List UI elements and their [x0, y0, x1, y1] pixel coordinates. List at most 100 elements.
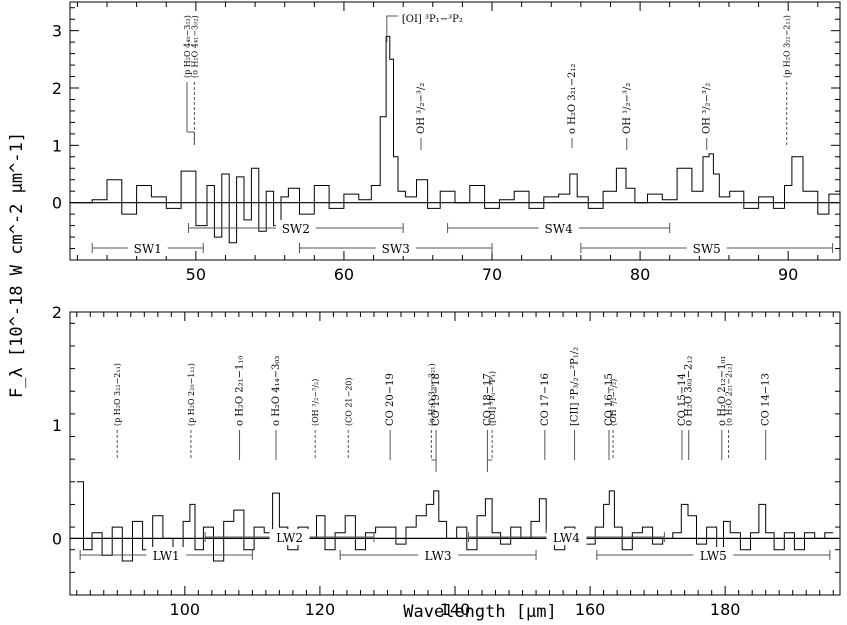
line-label: CO 16−15 [604, 373, 615, 426]
bottom-line-id: [CII] ²P₃/₂−²P₁/₂ [570, 347, 581, 460]
top-line-id: (o H₂O 4₄₁−3₅₂) [190, 15, 199, 147]
line-label: (CO 21−20) [344, 377, 353, 426]
band-label-bg [269, 529, 310, 545]
line-label: CO 15−14 [677, 373, 688, 426]
line-marker-bracket [386, 15, 398, 42]
line-label: (o H₂O 2₂₁−2₁₂) [725, 363, 734, 426]
line-label: CO 20−19 [385, 373, 396, 426]
band-label: LW5 [700, 549, 727, 563]
bottom-line-id: o H₂O 4₁₄−3₀₃ [271, 356, 282, 460]
top-x-tick-label: 50 [186, 265, 206, 284]
bottom-line-id: (o H₂O 2₂₁−2₁₂) [725, 363, 734, 460]
bottom-spectrum-series [76, 481, 834, 562]
top-line-id: OH ³/₂−³/₂ [702, 83, 713, 150]
band-label: SW1 [134, 242, 162, 256]
top-line-id: o H₂O 3₂₁−2₁₂ [567, 64, 578, 148]
bottom-line-id: (o H₂O 3₃₀−3₂₁) [427, 363, 437, 472]
line-label: (p H₂O 4₄₀−3₅₃) [183, 15, 192, 78]
line-label: [CII] ²P₃/₂−²P₁/₂ [570, 347, 581, 426]
line-label: (OH ¹/₂−¹/₂) [609, 379, 618, 426]
line-label: CO 19−18 [431, 373, 442, 426]
bottom-line-id: CO 17−16 [540, 373, 551, 460]
band-label-bg [418, 547, 459, 563]
band-label: SW2 [282, 222, 310, 236]
y-axis-label: F_λ [10^-18 W cm^-2 μm^-1] [7, 132, 27, 398]
top-y-tick-label: 1 [52, 136, 62, 155]
band-label: LW2 [276, 531, 303, 545]
bottom-y-tick-label: 1 [52, 416, 62, 435]
bottom-line-id: CO 16−15 [604, 373, 615, 460]
top-panel: 50 60 70 80 90 0 1 2 3 (p H₂O 4₄₀−3₅₃)(o H₂O 4₄₁−… [52, 1, 841, 284]
band-label-bg [693, 547, 734, 563]
bottom-x-tick-label: 180 [710, 600, 741, 619]
band-label: LW4 [553, 531, 580, 545]
top-band-sw4: SW4 [447, 220, 671, 236]
bottom-band-lw2: LW2 [204, 529, 375, 545]
top-band-sw1: SW1 [91, 240, 204, 256]
bottom-line-id: CO 18−17 [482, 373, 493, 460]
top-band-sw3: SW3 [299, 240, 493, 256]
line-label: o H₂O 2₁₂−1₀₁ [717, 356, 728, 426]
line-label: OH ¹/₂−³/₂ [622, 83, 633, 134]
line-label: o H₂O 3₂₁−2₁₂ [567, 64, 578, 134]
line-label: ([OI] ³P₀−³P₁) [488, 371, 497, 426]
top-y-tick-label: 2 [52, 79, 62, 98]
band-label: SW4 [545, 222, 574, 236]
bottom-line-id: ([OI] ³P₀−³P₁) [486, 371, 497, 472]
bottom-line-id: (OH ³/₂−³/₂) [311, 379, 320, 460]
top-y-tick-label: 3 [52, 22, 62, 41]
bottom-line-id: (p H₂O 2₂₀−1₁₁) [187, 363, 196, 460]
band-label: SW3 [382, 242, 410, 256]
bottom-line-id: o H₂O 2₁₂−1₀₁ [717, 356, 728, 460]
bottom-line-id: CO 14−13 [761, 373, 772, 460]
top-line-id: (p H₂O 3₂₂−2₁₁) [783, 15, 792, 147]
band-label-bg [546, 529, 587, 545]
line-label: o H₂O 4₁₄−3₀₃ [271, 356, 282, 426]
bottom-x-tick-label: 100 [170, 600, 201, 619]
top-band-sw5: SW5 [580, 240, 834, 256]
bottom-line-id: o H₂O 2₂₁−1₁₀ [235, 356, 246, 460]
y-axis-label-text: F_λ [10^-18 W cm^-2 μm^-1] [7, 132, 27, 398]
top-plot-frame [69, 1, 841, 261]
band-label: SW5 [693, 242, 721, 256]
line-label: (o H₂O 4₄₁−3₅₂) [190, 15, 199, 78]
bottom-x-tick-label: 120 [305, 600, 336, 619]
line-label: (p H₂O 2₂₀−1₁₁) [187, 363, 196, 426]
line-label: CO 14−13 [761, 373, 772, 426]
line-label: CO 17−16 [540, 373, 551, 426]
line-label: (p H₂O 3₂₂−2₁₁) [113, 363, 122, 426]
bottom-band-lw1: LW1 [79, 547, 253, 563]
bottom-y-tick-label: 0 [52, 529, 62, 548]
bottom-band-lw4: LW4 [468, 529, 665, 545]
line-label: (p H₂O 3₂₂−2₁₁) [783, 15, 792, 78]
bottom-line-id: CO 19−18 [431, 373, 442, 460]
bottom-panel: 100 120 140 160 180 0 1 2 (p H₂O 3₂₂−2₁₁) (p H₂O … [52, 303, 841, 619]
line-label: o H₂O 2₂₁−1₁₀ [235, 356, 246, 426]
top-line-id: OH ¹/₂−³/₂ [622, 83, 633, 150]
band-label-bg [375, 240, 416, 256]
band-label-bg [146, 547, 187, 563]
line-label: (OH ³/₂−³/₂) [311, 379, 320, 426]
line-label: o H₂O 3₀₃−2₁₂ [684, 356, 695, 426]
bottom-band-lw3: LW3 [339, 547, 537, 563]
top-line-id: OH ³/₂−³/₂ [416, 83, 427, 150]
bottom-y-tick-label: 2 [52, 303, 62, 322]
bottom-line-id: (p H₂O 3₂₂−2₁₁) [113, 363, 122, 460]
line-label: OH ³/₂−³/₂ [416, 83, 427, 134]
band-label-bg [275, 220, 316, 236]
bottom-line-id: o H₂O 3₀₃−2₁₂ [684, 356, 695, 460]
line-label: CO 18−17 [482, 373, 493, 426]
band-label-bg [538, 220, 579, 236]
top-x-tick-label: 80 [630, 265, 650, 284]
bottom-x-tick-label: 140 [440, 600, 471, 619]
band-label: LW1 [153, 549, 180, 563]
band-label-bg [686, 240, 727, 256]
bottom-band-lw5: LW5 [596, 547, 831, 563]
bottom-line-id: CO 15−14 [677, 373, 688, 460]
bottom-line-id: (CO 21−20) [344, 377, 353, 460]
top-x-tick-label: 70 [482, 265, 502, 284]
band-label-bg [127, 240, 168, 256]
x-axis-label: Wavelength [μm] [403, 602, 557, 622]
bottom-x-tick-label: 160 [575, 600, 606, 619]
